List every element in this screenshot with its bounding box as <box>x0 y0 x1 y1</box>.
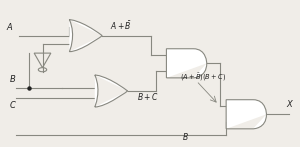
Text: $X$: $X$ <box>286 98 295 109</box>
PathPatch shape <box>226 100 266 129</box>
Text: $(A+\bar{B})(B+C)$: $(A+\bar{B})(B+C)$ <box>180 71 226 83</box>
Text: $B+C$: $B+C$ <box>136 91 158 102</box>
PathPatch shape <box>69 20 102 52</box>
PathPatch shape <box>95 75 128 107</box>
Text: $A+\bar{B}$: $A+\bar{B}$ <box>110 19 131 32</box>
PathPatch shape <box>167 49 207 78</box>
Text: $C$: $C$ <box>9 100 16 110</box>
Text: $A$: $A$ <box>6 21 14 32</box>
Text: $B$: $B$ <box>9 73 16 84</box>
Text: $B$: $B$ <box>182 131 189 142</box>
